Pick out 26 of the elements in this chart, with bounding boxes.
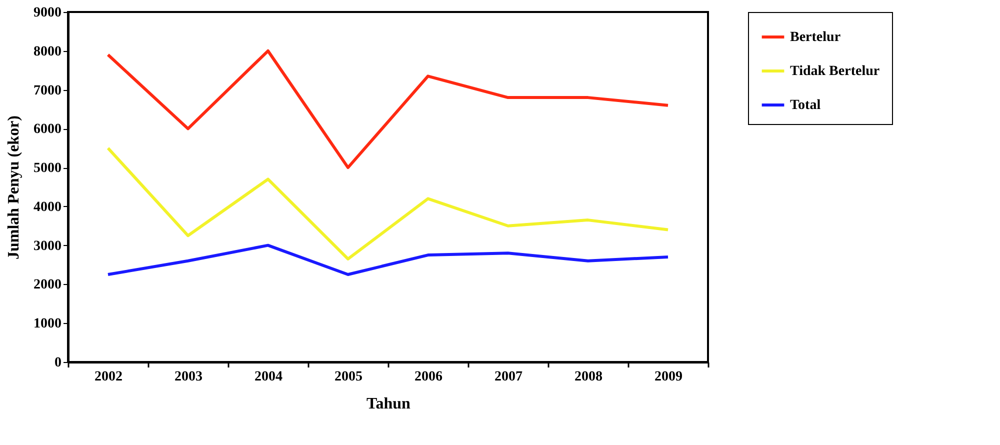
y-tick-label: 5000: [34, 161, 62, 176]
y-axis-title: Jumlah Penyu (ekor): [6, 116, 22, 260]
y-tick-label: 9000: [34, 6, 62, 20]
x-tick-label: 2009: [654, 370, 682, 384]
x-tick-label: 2002: [94, 370, 122, 384]
x-tick-label: 2006: [414, 370, 442, 384]
legend-label: Bertelur: [790, 30, 841, 45]
y-tick-label: 0: [54, 356, 62, 370]
y-tick-label: 7000: [34, 83, 62, 98]
y-tick-label: 8000: [34, 44, 62, 60]
x-tick-label: 2008: [574, 370, 602, 384]
x-tick-label: 2005: [334, 370, 362, 384]
legend-label: Total: [790, 98, 821, 113]
y-tick-label: 2000: [34, 278, 62, 293]
y-tick-label: 4000: [34, 200, 62, 215]
y-tick-label: 3000: [34, 238, 62, 254]
line-series: [106, 146, 670, 260]
y-tick-label: 6000: [34, 122, 62, 138]
x-tick-label: 2004: [254, 370, 282, 384]
legend-label: Tidak Bertelur: [790, 64, 880, 79]
line-series: [106, 244, 670, 276]
x-tick-label: 2003: [174, 370, 202, 384]
x-tick-label: 2007: [494, 370, 522, 384]
line-series: [106, 49, 670, 170]
y-tick-label: 1000: [34, 316, 62, 332]
x-axis-title: Tahun: [366, 396, 411, 412]
